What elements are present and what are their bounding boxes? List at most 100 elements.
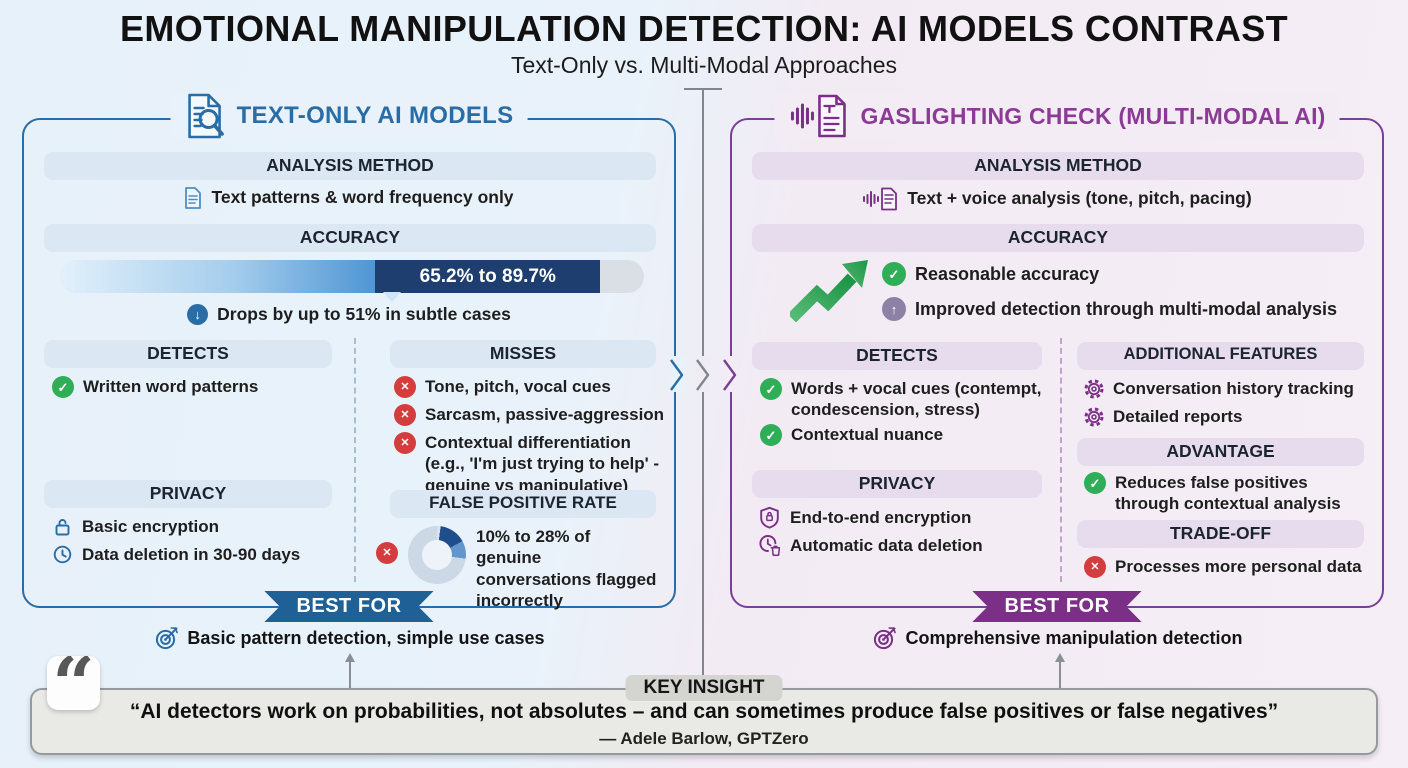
connector-arrow-up: [1055, 653, 1065, 688]
misses-item: ✕ Contextual differentiation (e.g., 'I'm…: [394, 432, 674, 496]
multi-modal-panel-header: GASLIGHTING CHECK (MULTI-MODAL AI): [774, 93, 1340, 139]
x-circle-icon: ✕: [394, 404, 416, 426]
misses-item: ✕ Sarcasm, passive-aggression: [394, 404, 670, 426]
check-circle-icon: ✓: [52, 376, 74, 398]
shield-lock-icon: [758, 506, 781, 529]
detects-item: ✓ Written word patterns: [52, 376, 337, 398]
privacy-item-text: Data deletion in 30-90 days: [82, 545, 301, 564]
left-best-for-row: Basic pattern detection, simple use case…: [0, 627, 700, 650]
accuracy-bar-gradient-segment: [60, 260, 376, 293]
detects-item-text: Written word patterns: [83, 377, 259, 396]
left-analysis-method-heading: ANALYSIS METHOD: [44, 152, 656, 180]
false-positive-donut-chart: [408, 526, 466, 584]
right-analysis-method-row: Text + voice analysis (tone, pitch, paci…: [732, 187, 1382, 211]
left-misses-heading: MISSES: [390, 340, 656, 368]
left-accuracy-heading: ACCURACY: [44, 224, 656, 252]
privacy-item-text: Basic encryption: [82, 517, 219, 536]
chevron-right-icon: [721, 358, 739, 392]
left-detects-heading: DETECTS: [44, 340, 332, 368]
waveform-document-icon: [788, 93, 850, 139]
arrow-down-circle-icon: ↓: [187, 304, 209, 326]
connector-arrow-up: [345, 653, 355, 688]
chevron-right-icon: [694, 358, 712, 392]
detects-item: ✓ Words + vocal cues (contempt, condesce…: [760, 378, 1052, 421]
detects-item-text: Words + vocal cues (contempt, condescens…: [791, 379, 1042, 420]
left-analysis-method-row: Text patterns & word frequency only: [24, 187, 674, 209]
chevron-right-icon: [668, 358, 686, 392]
multi-modal-panel-title: GASLIGHTING CHECK (MULTI-MODAL AI): [860, 102, 1326, 129]
right-detects-heading: DETECTS: [752, 342, 1042, 370]
accuracy-bar-notch: [383, 292, 401, 302]
waveform-document-icon: [862, 187, 898, 211]
right-tradeoff-heading: TRADE-OFF: [1077, 520, 1364, 548]
trend-up-arrow-icon: [790, 258, 872, 322]
left-false-positive-heading: FALSE POSITIVE RATE: [390, 490, 656, 518]
right-accuracy-heading: ACCURACY: [752, 224, 1364, 252]
x-circle-icon: ✕: [394, 432, 416, 454]
privacy-item-text: End-to-end encryption: [790, 507, 972, 527]
key-insight-badge: KEY INSIGHT: [625, 675, 783, 701]
key-insight-quote: “AI detectors work on probabilities, not…: [129, 700, 1279, 723]
right-best-for-row: Comprehensive manipulation detection: [708, 627, 1408, 650]
accuracy-bar-range-label: 65.2% to 89.7%: [375, 260, 601, 293]
check-circle-icon: ✓: [760, 424, 782, 446]
false-positive-text: 10% to 28% of genuine conversations flag…: [476, 527, 657, 610]
left-privacy-heading: PRIVACY: [44, 480, 332, 508]
text-only-panel-title: TEXT-ONLY AI MODELS: [236, 102, 514, 129]
feature-item: Detailed reports: [1084, 406, 1369, 427]
x-circle-icon: ✕: [1084, 556, 1106, 578]
x-circle-icon: ✕: [394, 376, 416, 398]
clock-trash-icon: [758, 534, 781, 557]
right-best-for-text: Comprehensive manipulation detection: [905, 628, 1243, 648]
right-advantage-heading: ADVANTAGE: [1077, 438, 1364, 466]
check-circle-icon: ✓: [760, 378, 782, 400]
advantage-item: ✓ Reduces false positives through contex…: [1084, 472, 1374, 515]
key-insight-attribution: — Adele Barlow, GPTZero: [599, 729, 809, 748]
privacy-item: Basic encryption: [52, 516, 342, 537]
gear-icon: [1084, 379, 1104, 399]
check-circle-icon: ✓: [1084, 472, 1106, 494]
privacy-item: Automatic data deletion: [758, 534, 1050, 557]
left-accuracy-note-row: ↓ Drops by up to 51% in subtle cases: [24, 304, 674, 326]
detects-item-text: Contextual nuance: [791, 425, 944, 444]
right-columns-divider: [1060, 338, 1062, 582]
document-search-icon: [185, 93, 227, 139]
misses-item-text: Tone, pitch, vocal cues: [425, 377, 611, 396]
left-accuracy-note: Drops by up to 51% in subtle cases: [217, 304, 511, 324]
left-analysis-method-text: Text patterns & word frequency only: [211, 187, 514, 208]
lock-icon: [52, 516, 73, 537]
check-circle-icon: ✓: [882, 262, 906, 286]
key-insight-box: KEY INSIGHT “ “AI detectors work on prob…: [30, 656, 1378, 755]
target-icon: [873, 627, 897, 650]
left-columns-divider: [354, 338, 356, 582]
privacy-item-text: Automatic data deletion: [790, 535, 983, 555]
misses-item-text: Sarcasm, passive-aggression: [425, 405, 665, 424]
feature-item: Conversation history tracking: [1084, 378, 1369, 399]
clock-icon: [52, 544, 73, 565]
right-analysis-method-text: Text + voice analysis (tone, pitch, paci…: [907, 188, 1252, 209]
right-accuracy-item: ↑ Improved detection through multi-modal…: [882, 297, 1337, 321]
page-title: EMOTIONAL MANIPULATION DETECTION: AI MOD…: [119, 8, 1289, 49]
text-only-panel: TEXT-ONLY AI MODELS ANALYSIS METHOD Text…: [22, 93, 676, 622]
target-icon: [155, 627, 179, 650]
quote-icon: “: [47, 656, 100, 710]
right-analysis-method-heading: ANALYSIS METHOD: [752, 152, 1364, 180]
misses-item-text: Contextual differentiation (e.g., 'I'm j…: [425, 433, 660, 495]
false-positive-row: ✕ 10% to 28% of genuine conversations fl…: [376, 526, 670, 611]
right-privacy-heading: PRIVACY: [752, 470, 1042, 498]
right-best-for-ribbon: BEST FOR: [972, 591, 1142, 622]
multi-modal-panel: GASLIGHTING CHECK (MULTI-MODAL AI) ANALY…: [730, 93, 1384, 622]
advantage-item-text: Reduces false positives through contextu…: [1115, 473, 1341, 514]
tradeoff-item: ✕ Processes more personal data: [1084, 556, 1374, 578]
arrow-up-circle-icon: ↑: [882, 297, 906, 321]
gear-icon: [1084, 407, 1104, 427]
right-accuracy-item: ✓ Reasonable accuracy: [882, 262, 1099, 286]
right-features-heading: ADDITIONAL FEATURES: [1077, 342, 1364, 370]
left-best-for-text: Basic pattern detection, simple use case…: [187, 628, 545, 648]
x-circle-icon: ✕: [376, 542, 398, 564]
feature-item-text: Conversation history tracking: [1113, 379, 1354, 398]
text-only-panel-header: TEXT-ONLY AI MODELS: [170, 93, 528, 139]
document-icon: [184, 187, 202, 209]
detects-item: ✓ Contextual nuance: [760, 424, 1052, 446]
